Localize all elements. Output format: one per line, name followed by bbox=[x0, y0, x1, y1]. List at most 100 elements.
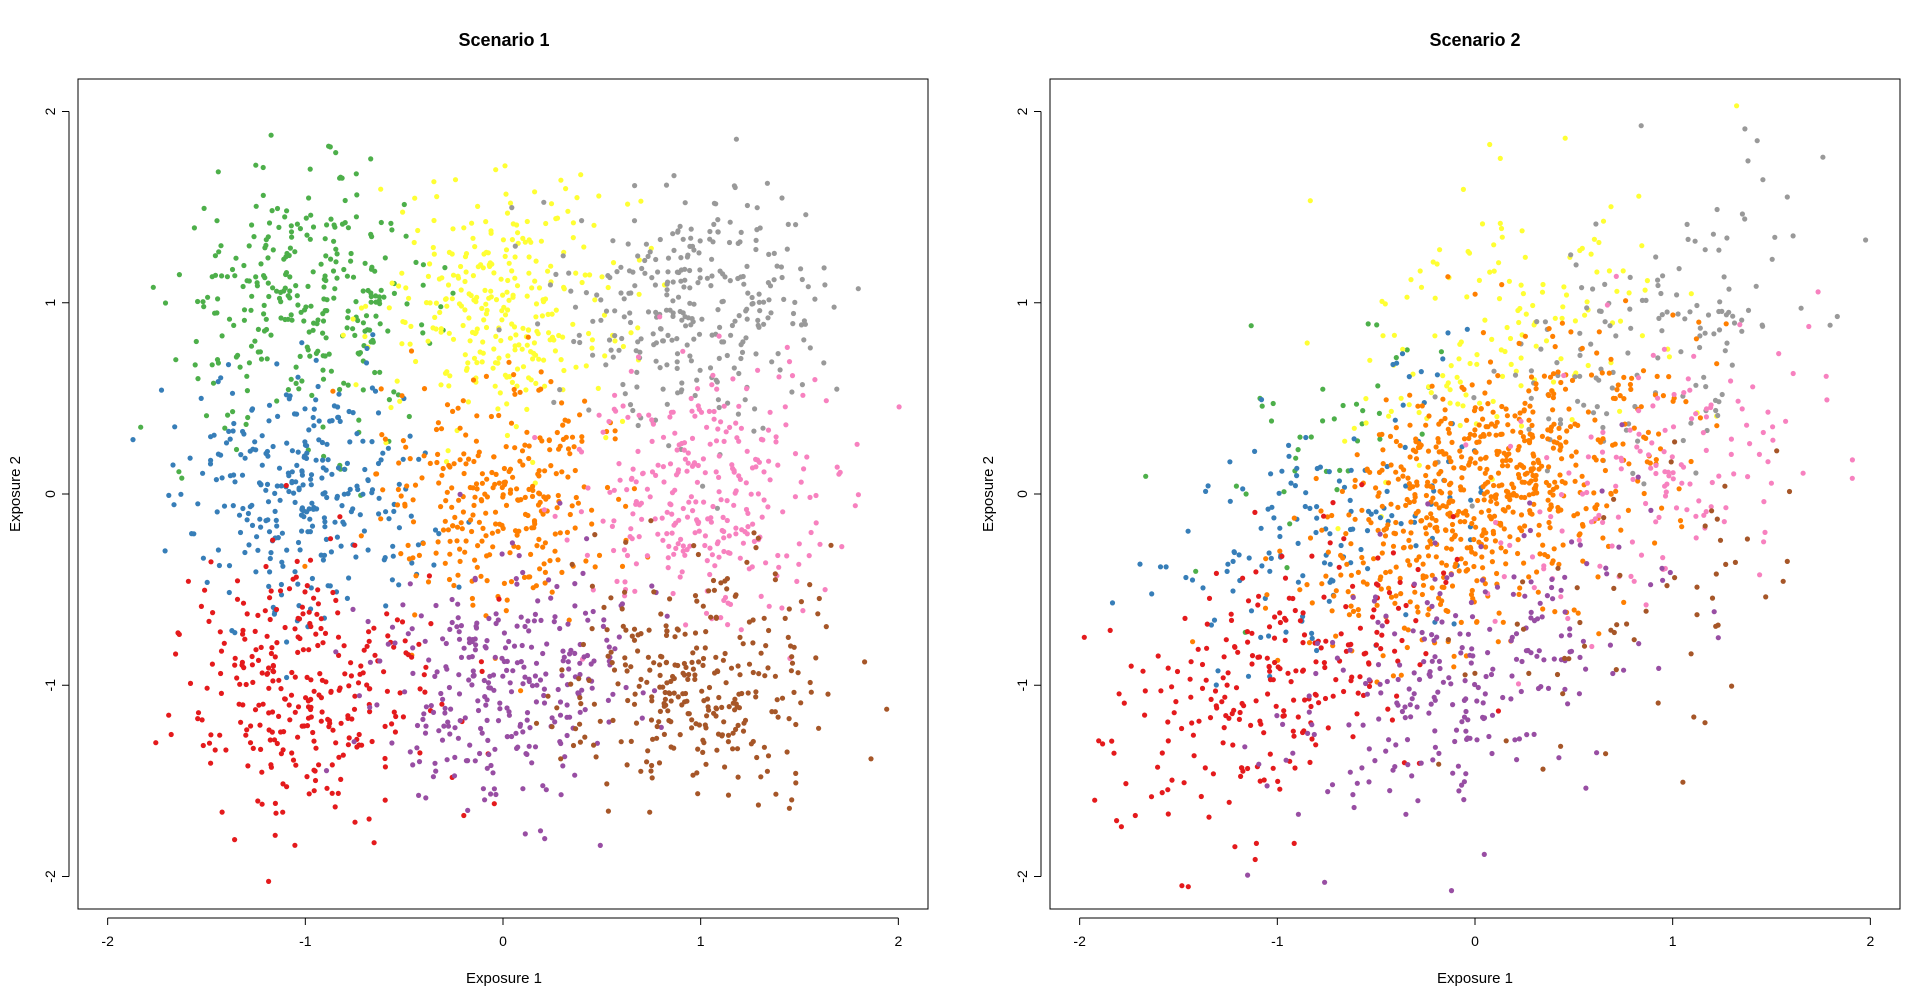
data-point bbox=[713, 654, 719, 660]
data-point bbox=[1324, 514, 1331, 520]
data-point bbox=[253, 203, 259, 209]
data-point bbox=[217, 629, 223, 635]
data-point bbox=[753, 237, 759, 243]
data-point bbox=[1137, 561, 1143, 567]
data-point bbox=[486, 685, 492, 691]
data-point bbox=[1376, 410, 1382, 416]
data-point bbox=[264, 481, 271, 487]
data-point bbox=[1416, 462, 1422, 468]
data-point bbox=[391, 709, 397, 715]
data-point bbox=[1223, 637, 1229, 643]
data-point bbox=[1528, 579, 1534, 585]
data-point bbox=[447, 538, 453, 544]
data-point bbox=[1269, 504, 1275, 510]
data-point bbox=[1554, 360, 1560, 366]
data-point bbox=[1628, 325, 1634, 331]
data-point bbox=[361, 647, 367, 653]
data-point bbox=[548, 379, 554, 385]
data-point bbox=[604, 637, 610, 643]
data-point bbox=[475, 707, 482, 714]
data-point bbox=[350, 326, 356, 332]
data-point bbox=[1469, 382, 1475, 388]
data-point bbox=[1392, 648, 1398, 654]
data-point bbox=[442, 710, 448, 716]
data-point bbox=[638, 768, 644, 774]
data-point bbox=[725, 550, 732, 556]
data-point bbox=[661, 479, 667, 485]
data-point bbox=[296, 386, 302, 392]
data-point bbox=[351, 706, 358, 712]
data-point bbox=[382, 255, 388, 261]
data-point bbox=[766, 251, 772, 257]
data-point bbox=[658, 724, 664, 731]
data-point bbox=[1390, 361, 1396, 368]
data-point bbox=[1307, 759, 1313, 766]
data-point bbox=[1391, 332, 1397, 338]
data-point bbox=[386, 397, 392, 403]
data-point bbox=[560, 436, 567, 442]
data-point bbox=[1429, 572, 1435, 578]
data-point bbox=[1548, 502, 1554, 508]
data-point bbox=[458, 623, 464, 629]
data-point bbox=[1190, 639, 1196, 645]
data-point bbox=[1617, 572, 1623, 579]
data-point bbox=[1556, 755, 1562, 761]
data-point bbox=[1429, 515, 1435, 521]
data-point bbox=[304, 674, 310, 681]
data-point bbox=[623, 627, 629, 633]
data-point bbox=[1423, 422, 1429, 428]
data-point bbox=[415, 227, 421, 234]
data-point bbox=[1580, 523, 1586, 529]
data-point bbox=[1292, 607, 1298, 614]
data-point bbox=[323, 335, 329, 341]
data-point bbox=[278, 315, 284, 321]
data-point bbox=[274, 483, 280, 489]
data-point bbox=[1591, 454, 1597, 460]
data-point bbox=[756, 291, 762, 297]
data-point bbox=[175, 630, 181, 636]
data-point bbox=[569, 434, 576, 440]
data-point bbox=[1293, 455, 1299, 461]
data-point bbox=[1593, 375, 1599, 381]
data-point bbox=[1215, 668, 1221, 674]
data-point bbox=[1309, 635, 1315, 642]
data-point bbox=[672, 634, 678, 640]
data-point bbox=[233, 255, 239, 261]
data-point bbox=[506, 374, 513, 380]
data-point bbox=[636, 257, 643, 263]
data-point bbox=[471, 502, 477, 508]
data-point bbox=[354, 192, 360, 198]
data-point bbox=[828, 542, 834, 548]
data-point bbox=[622, 662, 629, 668]
data-point bbox=[456, 691, 463, 697]
data-point bbox=[1445, 274, 1451, 280]
data-point bbox=[279, 559, 285, 565]
data-point bbox=[683, 323, 689, 329]
data-point bbox=[463, 758, 469, 764]
data-point bbox=[432, 314, 438, 320]
data-point bbox=[306, 609, 312, 615]
data-point bbox=[586, 407, 592, 413]
data-point bbox=[520, 569, 526, 576]
data-point bbox=[371, 625, 377, 631]
data-point bbox=[784, 344, 790, 350]
data-point bbox=[1392, 631, 1398, 637]
data-point bbox=[319, 439, 325, 446]
data-point bbox=[630, 269, 636, 275]
data-point bbox=[287, 274, 293, 280]
data-point bbox=[1414, 479, 1420, 485]
data-point bbox=[1641, 434, 1647, 440]
data-point bbox=[1331, 416, 1337, 422]
data-point bbox=[209, 661, 215, 667]
data-point bbox=[472, 557, 478, 563]
data-point bbox=[1650, 352, 1656, 358]
data-point bbox=[732, 318, 738, 324]
data-point bbox=[1518, 429, 1524, 435]
data-point bbox=[323, 253, 329, 259]
data-point bbox=[1598, 439, 1604, 445]
data-point bbox=[426, 657, 432, 663]
data-point bbox=[293, 762, 299, 768]
data-point bbox=[1264, 783, 1270, 789]
data-point bbox=[684, 547, 690, 553]
data-point bbox=[416, 456, 422, 462]
